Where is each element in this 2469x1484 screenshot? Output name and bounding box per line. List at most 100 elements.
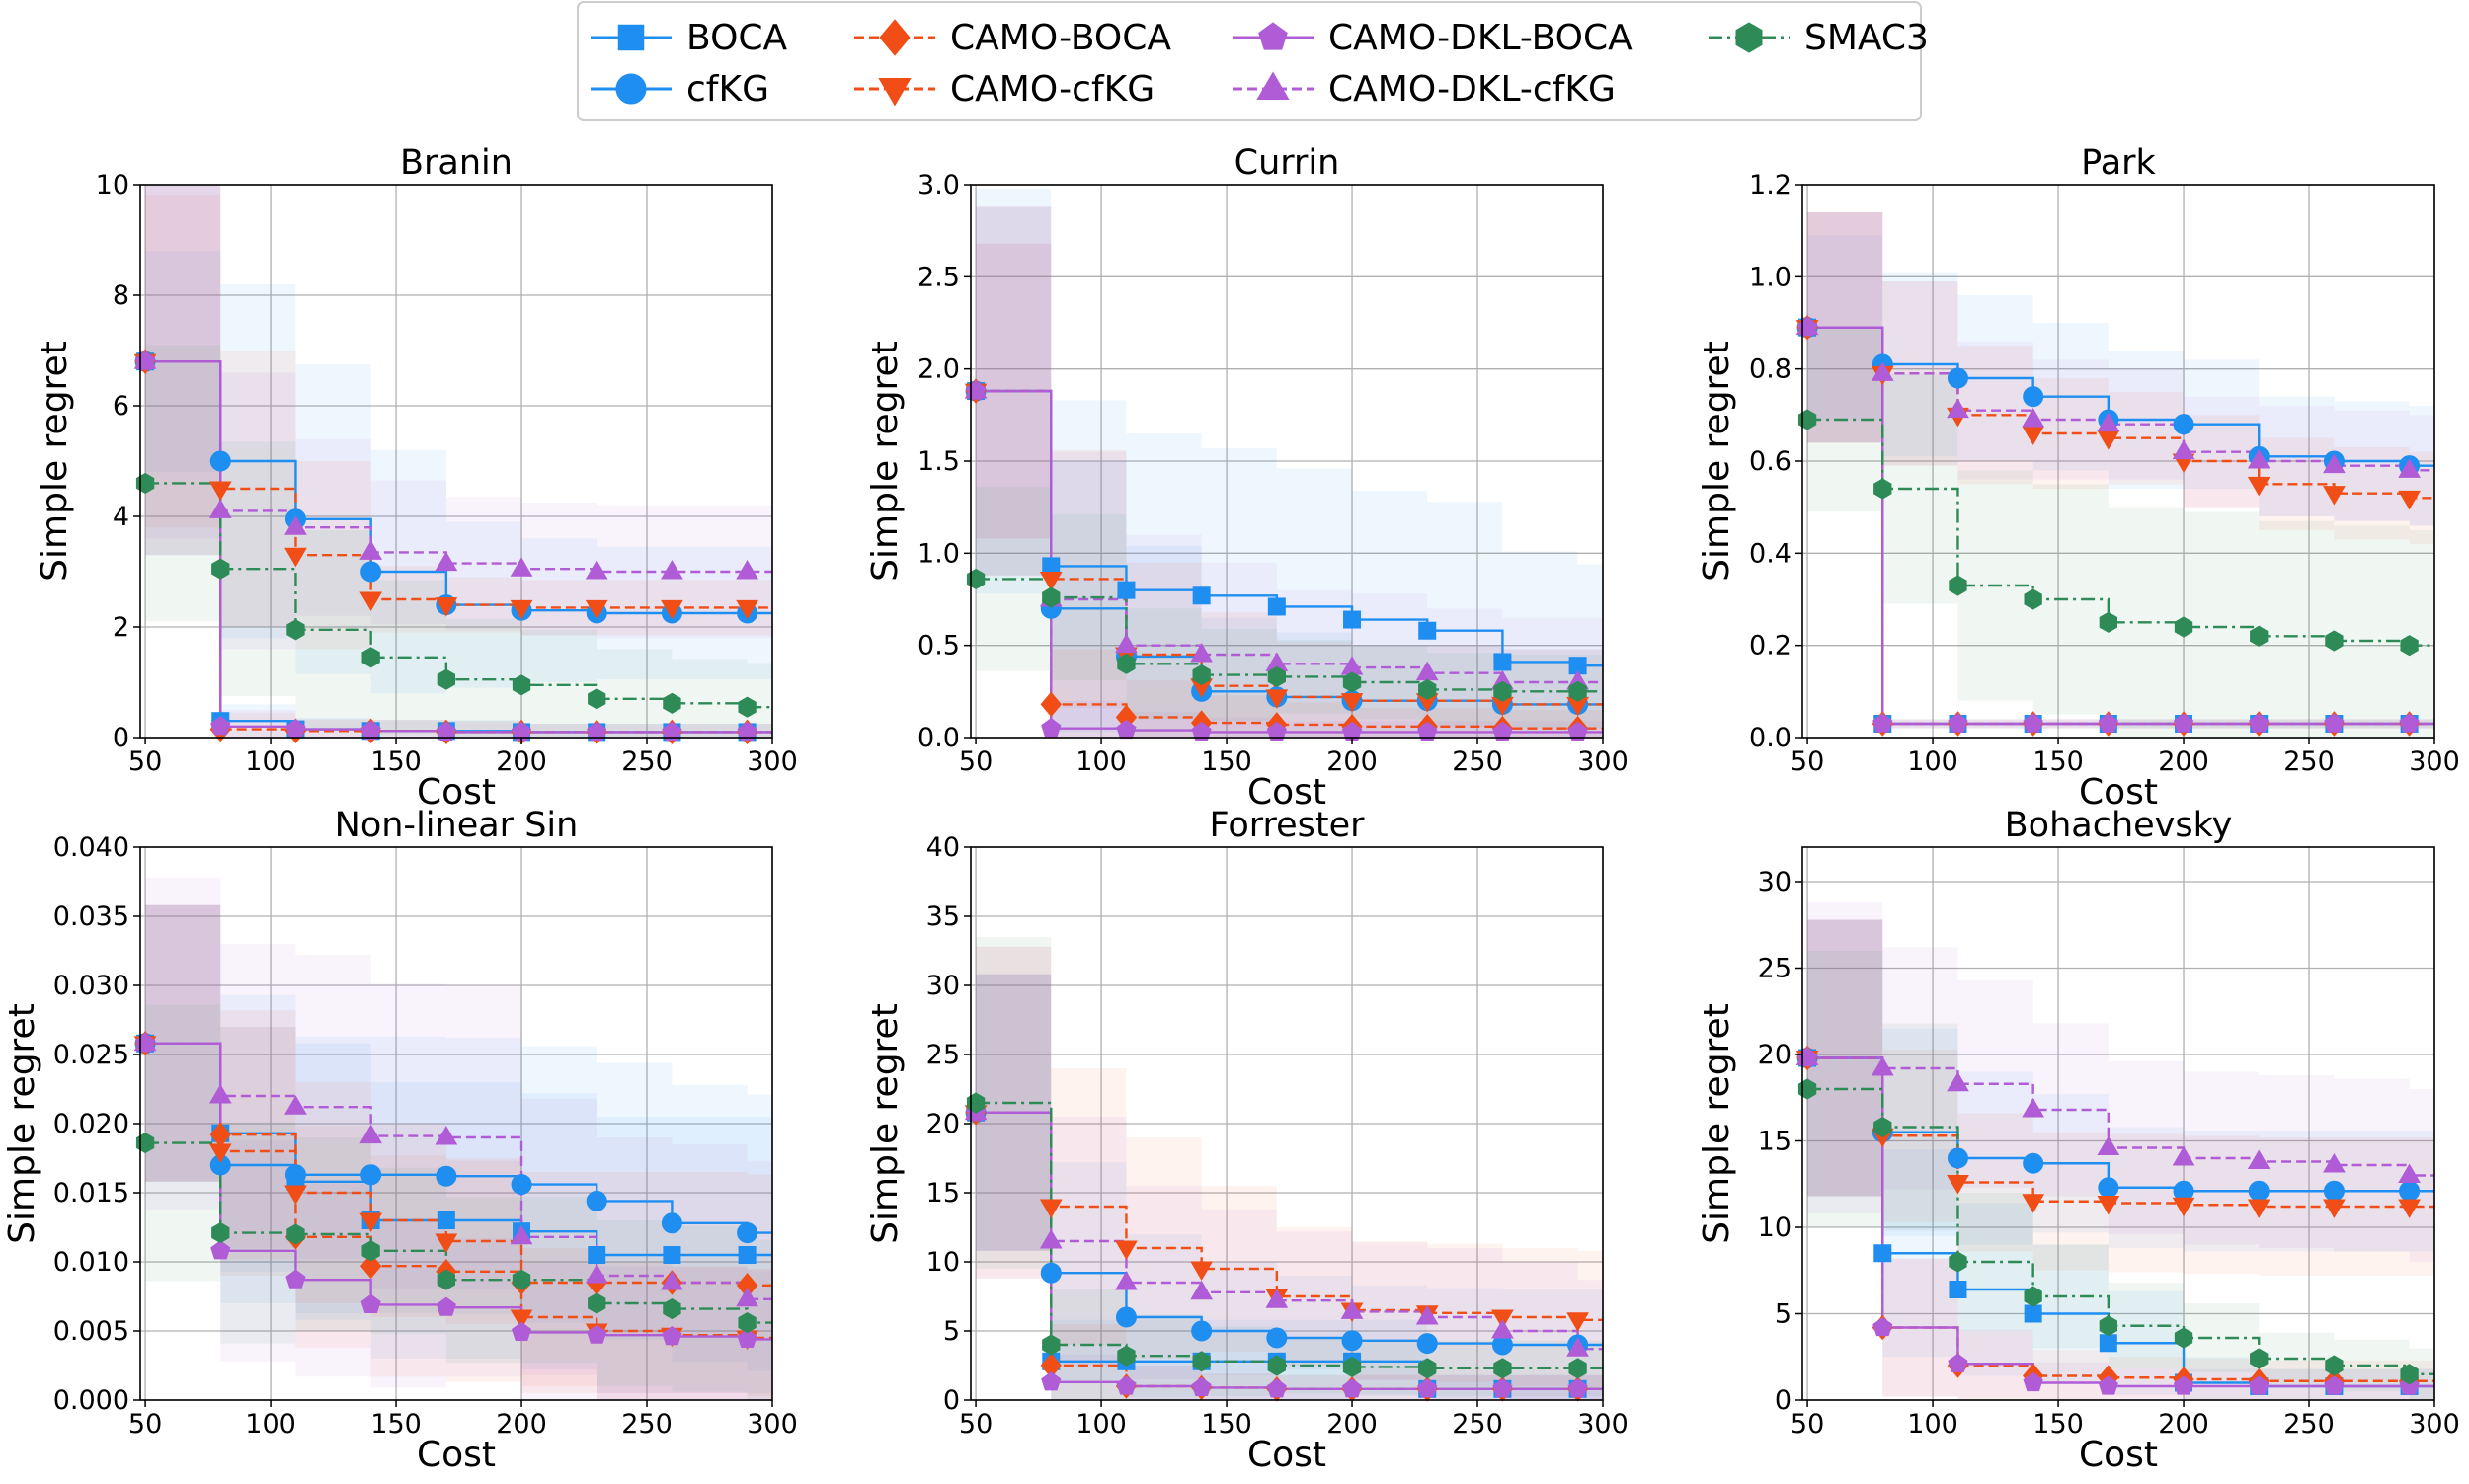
- point-camo-dkl-boca: [1116, 1375, 1137, 1395]
- panel-title: Park: [2081, 143, 2156, 183]
- x-tick-label: 50: [959, 1409, 993, 1440]
- point-smac3: [1192, 1351, 1211, 1372]
- x-axis-label: Cost: [1247, 772, 1326, 813]
- band-camo-dkl-cfkg: [976, 206, 1603, 738]
- y-tick-label: 5: [943, 1316, 960, 1347]
- point-camo-cfkg: [736, 599, 758, 620]
- series-line-smac3: [976, 578, 1603, 693]
- y-tick-label: 20: [1758, 1040, 1792, 1070]
- point-smac3: [1568, 680, 1587, 702]
- point-camo-dkl-cfkg: [661, 1271, 683, 1290]
- point-boca: [1493, 653, 1512, 671]
- point-smac3: [1797, 1078, 1817, 1100]
- band-smac3: [145, 1004, 772, 1400]
- point-camo-dkl-cfkg: [359, 540, 383, 560]
- point-cfkg: [586, 1190, 607, 1211]
- y-tick-label: 2.5: [917, 262, 960, 292]
- point-camo-dkl-cfkg: [2097, 412, 2120, 432]
- point-camo-dkl-boca: [1872, 713, 1893, 733]
- x-tick-label: 200: [2158, 1409, 2209, 1440]
- point-smac3: [1418, 1358, 1437, 1379]
- point-camo-dkl-cfkg: [1115, 633, 1138, 654]
- series-line-cfkg: [145, 360, 772, 615]
- band-cfkg: [1807, 212, 2434, 526]
- y-tick-label: 15: [926, 1178, 960, 1209]
- point-camo-dkl-boca: [2324, 1375, 2345, 1395]
- y-axis-ticks: 0 5 10 15 20 25 30: [1758, 867, 1802, 1416]
- point-cfkg: [2098, 1177, 2119, 1199]
- point-camo-dkl-boca: [1948, 713, 1968, 733]
- x-tick-label: 100: [1907, 1409, 1958, 1440]
- point-smac3: [1342, 671, 1362, 693]
- point-cfkg: [2173, 414, 2194, 435]
- series-line-boca: [976, 389, 1603, 667]
- y-tick-label: 0.025: [53, 1040, 129, 1070]
- y-axis-ticks: 0 5 10 15 20 25 30 35 40: [926, 832, 971, 1416]
- x-tick-label: 200: [2158, 746, 2209, 777]
- point-camo-dkl-cfkg: [359, 1124, 383, 1144]
- point-camo-dkl-cfkg: [1415, 1305, 1439, 1325]
- x-tick-label: 100: [1075, 1409, 1127, 1440]
- legend-entry-smac3: SMAC3: [1709, 18, 1929, 58]
- band-camo-boca: [145, 904, 772, 1396]
- x-tick-label: 50: [959, 746, 993, 777]
- series-line-camo-dkl-cfkg: [976, 389, 1603, 684]
- panel-bohachevsky: 50 100 150 200 250 300 0 5 10 15 20 25 30 Bohachevsky…: [1697, 806, 2460, 1475]
- y-tick-label: 6: [113, 391, 129, 422]
- point-camo-dkl-boca: [662, 1325, 682, 1346]
- point-camo-dkl-cfkg: [1190, 643, 1214, 663]
- legend-marker-camo-cfkg: [878, 78, 912, 107]
- point-camo-dkl-boca: [1567, 1378, 1588, 1398]
- y-tick-label: 0.0: [917, 723, 960, 753]
- point-camo-dkl-cfkg: [1265, 1289, 1289, 1308]
- y-tick-label: 20: [926, 1109, 960, 1139]
- point-camo-cfkg: [1340, 693, 1364, 713]
- point-cfkg: [1341, 1330, 1363, 1352]
- series-markers: [1795, 1045, 2421, 1395]
- legend-label-camo-dkl-boca: CAMO-DKL-BOCA: [1328, 18, 1633, 58]
- point-camo-dkl-boca: [1191, 721, 1212, 741]
- x-tick-label: 200: [496, 746, 547, 777]
- series-line-camo-cfkg: [976, 1111, 1603, 1321]
- band-boca: [1807, 235, 2434, 729]
- x-tick-label: 300: [747, 746, 798, 777]
- point-smac3: [1267, 665, 1287, 687]
- series-line-camo-dkl-boca: [976, 1111, 1603, 1390]
- legend-entry-camo-dkl-cfkg: CAMO-DKL-cfKG: [1233, 69, 1616, 110]
- band-camo-cfkg: [976, 206, 1603, 738]
- x-tick-label: 300: [747, 1409, 798, 1440]
- point-camo-cfkg: [510, 1309, 533, 1329]
- point-camo-cfkg: [435, 1233, 458, 1253]
- point-camo-dkl-boca: [1492, 721, 1513, 741]
- x-axis-ticks: 50 100 150 200 250 300: [1791, 1400, 2460, 1440]
- band-boca: [976, 974, 1603, 1400]
- point-boca: [1117, 581, 1136, 599]
- point-cfkg: [1191, 1320, 1213, 1342]
- point-camo-dkl-boca: [210, 716, 231, 736]
- point-smac3: [2250, 625, 2269, 647]
- panel-title: Non-linear Sin: [335, 806, 579, 845]
- point-cfkg: [1947, 367, 1968, 389]
- series-line-cfkg: [1807, 326, 2434, 467]
- point-camo-cfkg: [284, 1185, 307, 1205]
- band-camo-dkl-boca: [976, 974, 1603, 1400]
- point-camo-dkl-cfkg: [1340, 1299, 1364, 1319]
- point-smac3: [588, 688, 606, 710]
- legend-frame: [577, 1, 1922, 121]
- point-camo-dkl-boca: [511, 1321, 532, 1341]
- point-smac3: [966, 1092, 986, 1114]
- series-markers: [964, 1092, 1589, 1402]
- x-axis-label: Cost: [417, 772, 496, 813]
- plot-area: [1802, 847, 2434, 1400]
- point-smac3: [361, 647, 380, 668]
- y-axis-ticks: 0.0 0.5 1.0 1.5 2.0 2.5 3.0: [917, 170, 971, 753]
- point-boca: [1949, 1281, 1967, 1298]
- point-boca: [663, 1246, 681, 1264]
- y-tick-label: 5: [1775, 1299, 1792, 1330]
- point-smac3: [738, 696, 757, 718]
- point-camo-dkl-boca: [1492, 1378, 1513, 1398]
- legend-label-camo-boca: CAMO-BOCA: [950, 18, 1171, 58]
- point-camo-cfkg: [510, 599, 533, 620]
- point-smac3: [1042, 586, 1061, 608]
